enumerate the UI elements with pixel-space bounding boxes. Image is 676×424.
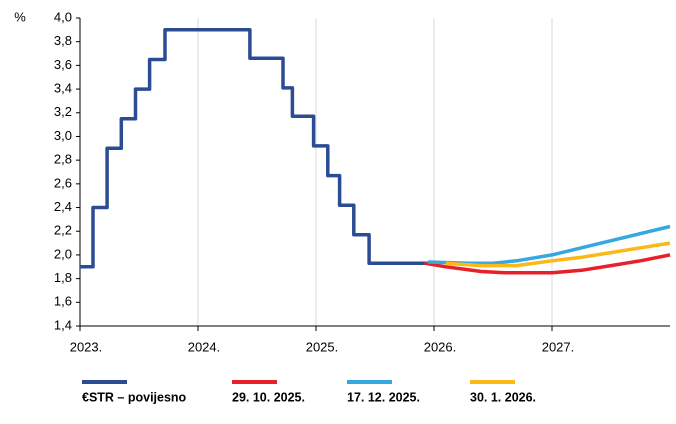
y-tick-label: 3,6 (54, 57, 72, 72)
y-tick-label: 2,4 (54, 199, 72, 214)
legend: €STR – povijesno 29. 10. 2025. 17. 12. 202… (82, 380, 536, 404)
y-tick-label: 1,6 (54, 294, 72, 309)
y-tick-label: 2,6 (54, 175, 72, 190)
x-tick-label: 2026. (424, 339, 457, 354)
y-tick-label: 3,8 (54, 33, 72, 48)
y-tick-label: 2,8 (54, 152, 72, 167)
y-tick-label: 3,0 (54, 128, 72, 143)
legend-label: 30. 1. 2026. (470, 390, 536, 404)
x-tick-label: 2027. (542, 339, 575, 354)
y-axis-unit: % (14, 9, 26, 24)
x-tick-label: 2023. (70, 339, 103, 354)
y-tick-label: 4,0 (54, 9, 72, 24)
legend-label: 17. 12. 2025. (347, 390, 420, 404)
x-tick-label: 2025. (306, 339, 339, 354)
legend-label: €STR – povijesno (82, 390, 187, 404)
y-tick-label: 1,4 (54, 317, 72, 332)
y-tick-label: 1,8 (54, 270, 72, 285)
y-tick-label: 2,2 (54, 223, 72, 238)
x-tick-label: 2024. (188, 339, 221, 354)
y-tick-label: 2,0 (54, 246, 72, 261)
series-line (424, 253, 671, 275)
series-line (445, 241, 671, 268)
y-tick-label: 3,2 (54, 104, 72, 119)
legend-label: 29. 10. 2025. (232, 390, 305, 404)
series-line (428, 224, 671, 265)
series-line (80, 28, 429, 269)
y-tick-label: 3,4 (54, 81, 72, 96)
